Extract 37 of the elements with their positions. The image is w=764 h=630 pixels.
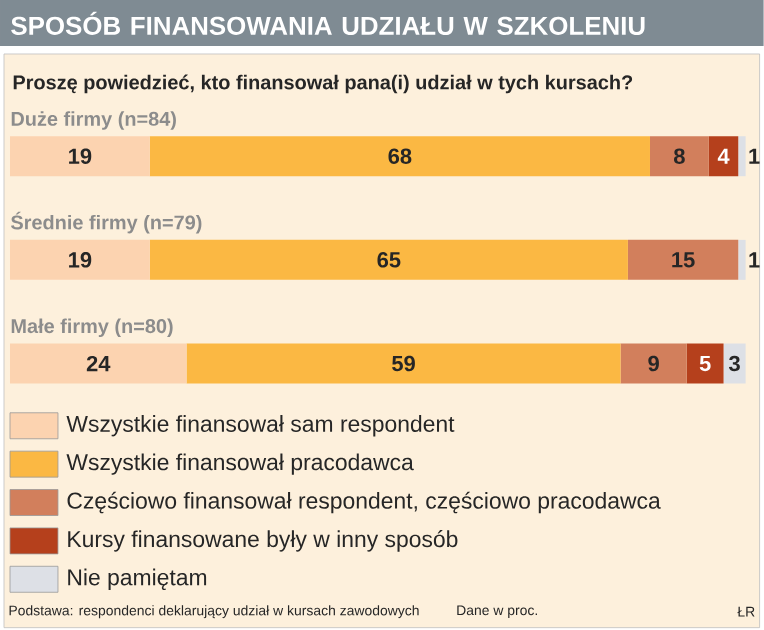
legend-label: Wszystkie finansował pracodawca bbox=[66, 453, 414, 475]
legend-label: Częściowo finansował respondent, częściowo pracodawca bbox=[67, 491, 661, 514]
bar bbox=[149, 240, 628, 280]
legend-label: Kursy finansowane były w inny sposób bbox=[68, 530, 458, 552]
bar bbox=[686, 343, 724, 384]
data-label: 15 bbox=[672, 252, 695, 268]
data-label: 4 bbox=[717, 148, 730, 164]
bar bbox=[10, 240, 150, 280]
bar bbox=[620, 343, 687, 384]
data-label: 8 bbox=[674, 148, 685, 165]
y-tick-label: Średnie firmy (n=79) bbox=[10, 211, 202, 234]
bar bbox=[738, 240, 746, 280]
bar bbox=[738, 136, 746, 177]
bar bbox=[649, 136, 709, 177]
legend-label: Wszystkie finansował sam respondent bbox=[66, 415, 455, 437]
bar bbox=[627, 240, 739, 280]
bar bbox=[186, 343, 621, 384]
data-label: 9 bbox=[648, 355, 659, 372]
data-label: 5 bbox=[699, 356, 711, 372]
y-tick-label: Małe firmy (n=80) bbox=[11, 318, 173, 338]
data-label: 59 bbox=[392, 355, 415, 372]
bar bbox=[149, 136, 650, 177]
data-label: 68 bbox=[388, 148, 412, 165]
chart-subtitle: Proszę powiedzieć, kto finansował pana(i) udział w tych kursach? bbox=[13, 74, 633, 94]
data-label: 24 bbox=[86, 356, 111, 372]
bar bbox=[708, 136, 739, 177]
data-label: 1 bbox=[749, 148, 760, 164]
data-label: 19 bbox=[69, 252, 92, 268]
bar bbox=[10, 343, 187, 384]
y-tick-label: Duże firmy (n=84) bbox=[11, 111, 176, 130]
bar bbox=[10, 136, 150, 177]
data-label: 65 bbox=[377, 252, 401, 268]
chart-title: SPOSÓB FINANSOWANIA UDZIAŁU W SZKOLENIU bbox=[11, 11, 645, 36]
data-label: 19 bbox=[69, 148, 92, 165]
legend-label: Nie pamiętam bbox=[68, 568, 207, 591]
data-label: 3 bbox=[728, 355, 740, 372]
data-label: 1 bbox=[749, 252, 760, 268]
